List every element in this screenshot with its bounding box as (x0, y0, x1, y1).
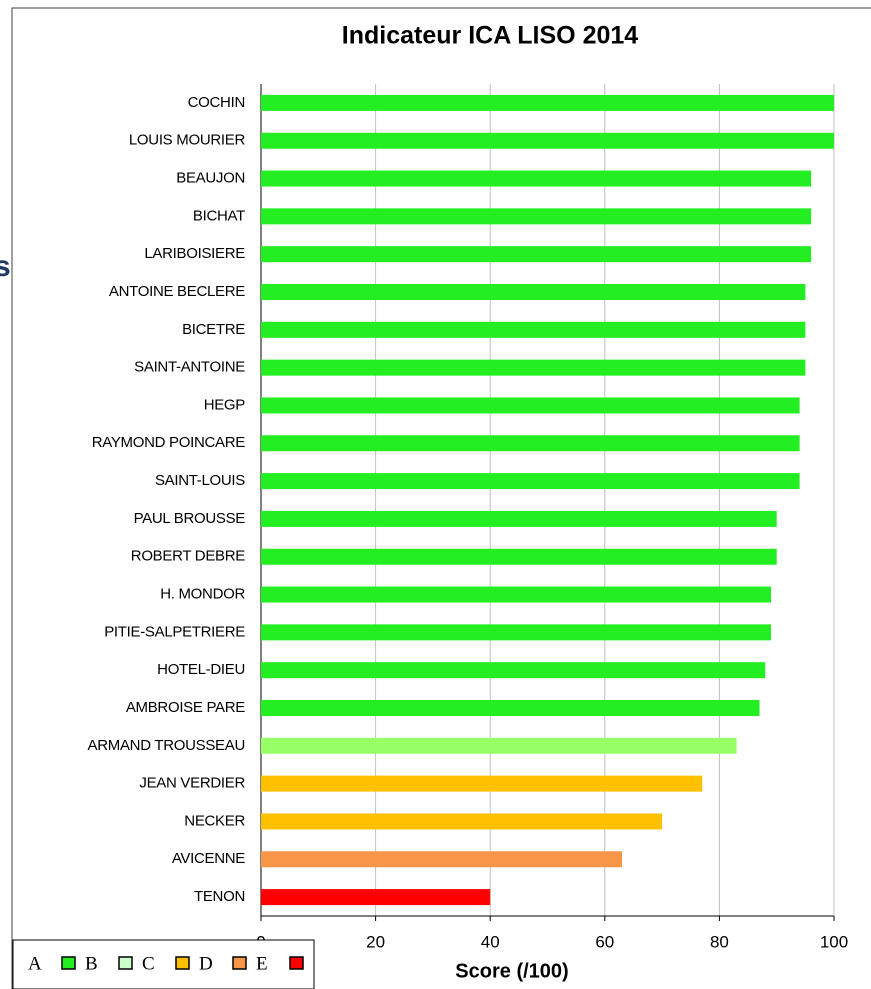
legend-label: E (256, 953, 268, 974)
y-tick-label: TENON (194, 888, 245, 905)
legend-label: C (142, 953, 155, 974)
bar (261, 359, 806, 376)
bar (261, 662, 766, 679)
y-tick-label: ARMAND TROUSSEAU (88, 737, 245, 754)
y-tick-label: JEAN VERDIER (139, 775, 245, 792)
bar (261, 813, 663, 830)
bar (261, 737, 737, 754)
bar (261, 473, 800, 490)
bar (261, 170, 812, 187)
bar (261, 851, 622, 868)
y-tick-label: PAUL BROUSSE (134, 510, 246, 527)
chart-title: Indicateur ICA LISO 2014 (342, 22, 638, 50)
bar (261, 284, 806, 300)
legend-swatch (118, 956, 133, 970)
x-tick-label: 60 (595, 932, 614, 951)
bar (261, 208, 812, 225)
y-tick-label: NECKER (184, 812, 245, 829)
bar (261, 548, 777, 565)
y-tick-label: BEAUJON (176, 170, 245, 187)
y-tick-label: HOTEL-DIEU (157, 661, 245, 678)
legend-box (12, 939, 315, 989)
y-tick-label: BICHAT (193, 207, 245, 224)
bar (261, 132, 834, 149)
y-tick-label: AMBROISE PARE (126, 699, 245, 716)
y-tick-label: RAYMOND POINCARE (92, 434, 246, 451)
legend-label: A (28, 953, 42, 974)
x-tick-label: 80 (710, 932, 729, 951)
y-tick-label: PITIE-SALPETRIERE (104, 623, 245, 640)
y-tick-label: H. MONDOR (160, 586, 245, 603)
legend-label: D (199, 953, 213, 974)
y-tick-label: HEGP (204, 396, 246, 413)
x-axis-label: Score (/100) (455, 960, 568, 982)
bar (261, 775, 703, 792)
x-tick-label: 40 (481, 932, 500, 951)
bar (261, 94, 834, 111)
y-tick-label: AVICENNE (172, 850, 245, 867)
chart-border (11, 7, 871, 989)
bar (261, 321, 806, 338)
y-tick-label: BICETRE (182, 321, 245, 338)
y-tick-label: LOUIS MOURIER (129, 132, 246, 149)
bar (261, 624, 771, 641)
bar (261, 246, 812, 263)
bar (261, 510, 777, 527)
y-tick-label: LARIBOISIERE (144, 245, 245, 262)
y-tick-label: COCHIN (188, 94, 245, 111)
legend-swatch (175, 956, 190, 970)
legend-swatch (61, 956, 76, 970)
bar (261, 435, 800, 452)
y-tick-label: SAINT-ANTOINE (134, 359, 245, 376)
x-tick-label: 20 (366, 932, 385, 951)
legend-swatch (289, 956, 304, 970)
bar (261, 397, 800, 414)
bar (261, 700, 760, 716)
legend-swatch (232, 956, 247, 970)
y-tick-label: ANTOINE BECLERE (109, 283, 245, 300)
bar (261, 586, 771, 603)
legend-label: B (85, 953, 98, 974)
bar (261, 889, 491, 906)
y-tick-label: ROBERT DEBRE (131, 548, 246, 565)
x-tick-label: 100 (820, 932, 848, 951)
side-text: s (0, 250, 11, 283)
y-tick-label: SAINT-LOUIS (155, 472, 245, 489)
